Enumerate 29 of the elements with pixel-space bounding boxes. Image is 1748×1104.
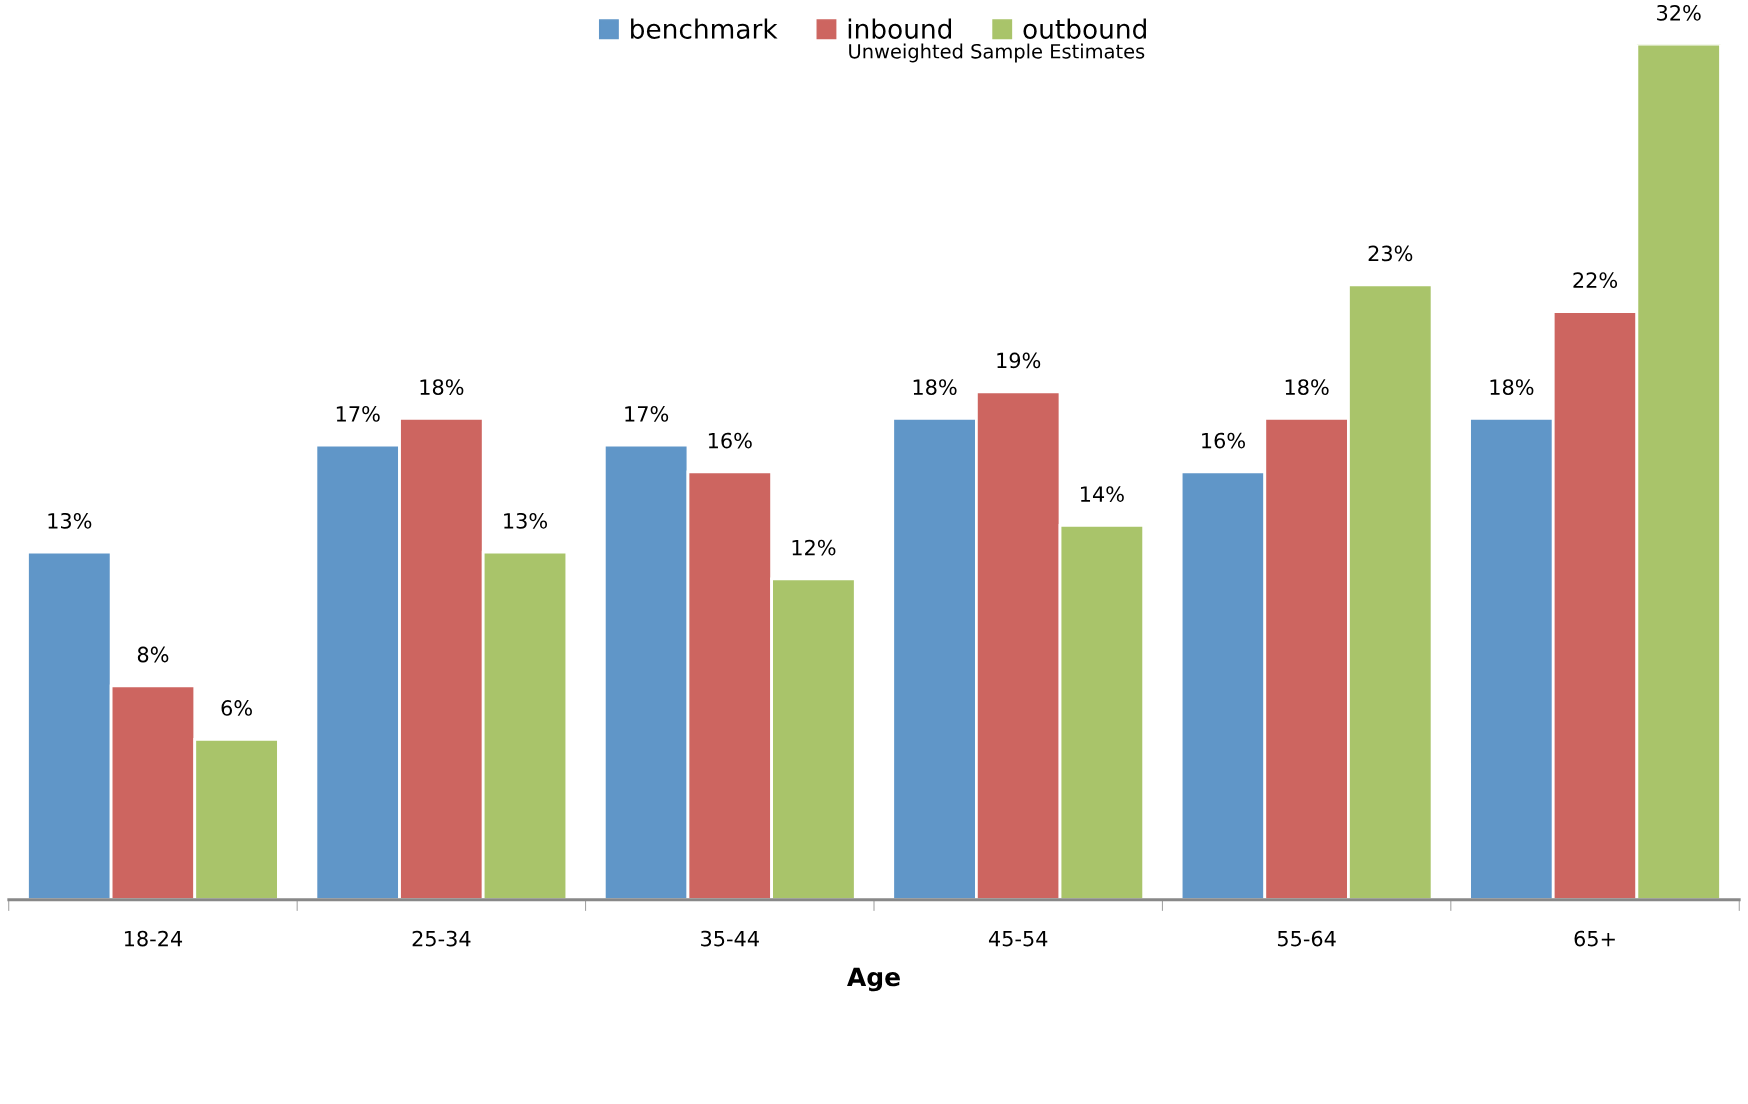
data-label: 22% (1573, 272, 1618, 289)
x-tick-label: 45-54 (988, 930, 1048, 947)
data-label: 16% (1202, 432, 1245, 449)
x-axis-title: Age (847, 967, 900, 992)
data-label: 13% (48, 512, 92, 529)
x-tick-label: 35-44 (701, 930, 759, 947)
x-tick-label: 25-34 (412, 930, 471, 947)
data-label: 19% (997, 352, 1041, 369)
data-label: 18% (1285, 379, 1329, 395)
data-label: 17% (625, 405, 669, 422)
chart-subtitle: Unweighted Sample Estimates (849, 43, 1145, 63)
x-tick-label: 65+ (1574, 930, 1615, 947)
x-tick-label: 18-24 (124, 930, 183, 947)
legend-label: inbound (848, 18, 952, 39)
data-label: 18% (1490, 379, 1534, 395)
data-label: 16% (708, 432, 752, 449)
data-label: 13% (504, 512, 548, 529)
data-label: 14% (1080, 486, 1124, 502)
x-tick-label: 55-64 (1277, 930, 1336, 947)
legend-label: benchmark (631, 18, 778, 39)
data-label: 6% (221, 700, 252, 716)
data-label: 17% (336, 405, 380, 422)
data-label: 18% (420, 379, 464, 395)
data-label: 18% (913, 379, 957, 395)
legend-label: outbound (1023, 18, 1146, 39)
data-label: 32% (1657, 4, 1701, 21)
data-label: 23% (1368, 245, 1413, 262)
data-label: 8% (137, 646, 169, 663)
data-label: 12% (792, 539, 836, 556)
